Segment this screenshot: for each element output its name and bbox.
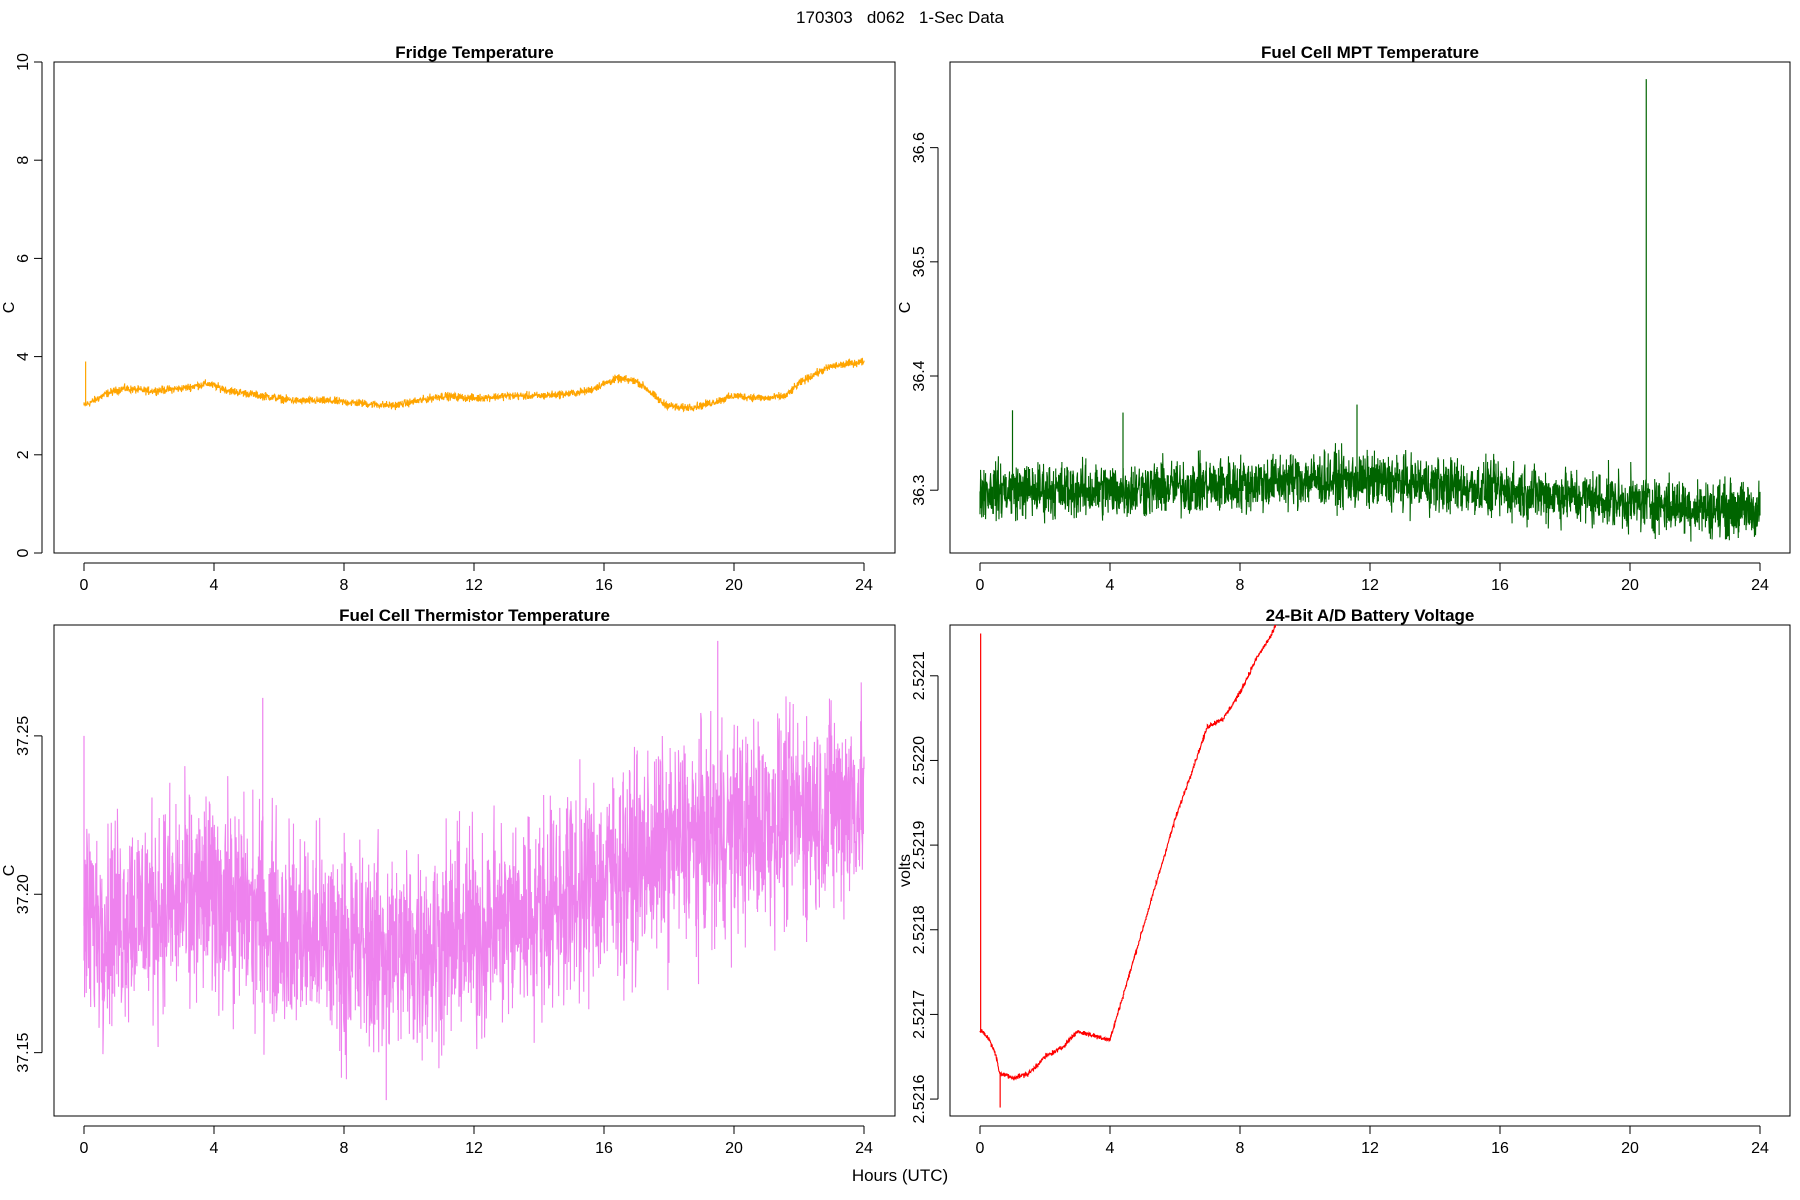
y-tick-label: 4 — [15, 352, 32, 361]
x-tick-label: 8 — [1236, 1140, 1245, 1157]
data-series-line — [83, 682, 865, 1080]
y-tick-label: 2.5216 — [911, 1074, 928, 1123]
x-tick-label: 24 — [855, 577, 873, 594]
y-tick-label: 8 — [15, 156, 32, 165]
chart-title: Fridge Temperature — [395, 43, 553, 62]
y-tick-label: 37.25 — [15, 716, 32, 756]
y-axis-label: C — [1, 302, 18, 314]
x-tick-label: 24 — [1751, 577, 1769, 594]
y-tick-label: 2.5218 — [911, 905, 928, 954]
x-tick-label: 8 — [1236, 577, 1245, 594]
x-tick-label: 4 — [1106, 1140, 1115, 1157]
y-tick-label: 36.4 — [911, 360, 928, 391]
x-tick-label: 4 — [210, 577, 219, 594]
x-tick-label: 8 — [340, 1140, 349, 1157]
x-tick-label: 20 — [725, 1140, 743, 1157]
y-tick-label: 6 — [15, 254, 32, 263]
y-tick-label: 2.5217 — [911, 990, 928, 1039]
x-tick-label: 12 — [465, 1140, 483, 1157]
y-axis-label: C — [897, 302, 914, 314]
plot-frame — [949, 624, 1791, 1117]
chart-panel-2: Fuel Cell MPT Temperature C 0 4 8 12 16 20 24 36.… — [897, 43, 1791, 594]
x-tick-label: 16 — [595, 1140, 613, 1157]
y-tick-label: 2.5220 — [911, 736, 928, 785]
x-tick-label: 8 — [340, 577, 349, 594]
chart-panel-3: Fuel Cell Thermistor Temperature C 0 4 8 12 16… — [1, 606, 896, 1157]
x-tick-label: 12 — [465, 577, 483, 594]
y-tick-label: 0 — [15, 548, 32, 557]
y-tick-label: 37.15 — [15, 1033, 32, 1073]
x-axis-label: Hours (UTC) — [851, 1166, 949, 1185]
plot-frame — [53, 61, 896, 554]
x-tick-label: 4 — [1106, 577, 1115, 594]
x-tick-label: 16 — [595, 577, 613, 594]
y-axis-label: C — [1, 865, 18, 877]
chart-title: Fuel Cell MPT Temperature — [1261, 43, 1479, 62]
data-series-line — [979, 443, 1761, 542]
x-tick-label: 24 — [1751, 1140, 1769, 1157]
x-tick-label: 24 — [855, 1140, 873, 1157]
data-series-line — [83, 357, 865, 413]
y-tick-label: 2.5221 — [911, 651, 928, 700]
chart-panel-4: 24-Bit A/D Battery Voltage volts 0 4 8 12 16 20… — [897, 606, 1791, 1157]
x-tick-label: 12 — [1361, 1140, 1379, 1157]
data-series-line — [979, 625, 1277, 1081]
y-tick-label: 10 — [15, 53, 32, 71]
x-tick-label: 0 — [80, 1140, 89, 1157]
chart-title: 24-Bit A/D Battery Voltage — [1266, 606, 1475, 625]
y-tick-label: 36.6 — [911, 132, 928, 163]
x-tick-label: 0 — [80, 577, 89, 594]
y-axis-label: volts — [897, 854, 914, 887]
x-tick-label: 20 — [1621, 1140, 1639, 1157]
x-tick-label: 12 — [1361, 577, 1379, 594]
y-tick-label: 36.3 — [911, 475, 928, 506]
x-tick-label: 4 — [210, 1140, 219, 1157]
chart-title: Fuel Cell Thermistor Temperature — [339, 606, 610, 625]
x-tick-label: 20 — [725, 577, 743, 594]
x-tick-label: 0 — [976, 1140, 985, 1157]
x-tick-label: 0 — [976, 577, 985, 594]
plot-frame — [53, 624, 896, 1117]
x-tick-label: 20 — [1621, 577, 1639, 594]
y-tick-label: 2.5219 — [911, 821, 928, 870]
y-tick-label: 2 — [15, 450, 32, 459]
x-tick-label: 16 — [1491, 577, 1509, 594]
y-tick-label: 37.20 — [15, 874, 32, 914]
y-tick-label: 36.5 — [911, 246, 928, 277]
x-tick-label: 16 — [1491, 1140, 1509, 1157]
page-title: 170303 d062 1-Sec Data — [796, 8, 1004, 27]
plot-frame — [949, 61, 1791, 554]
